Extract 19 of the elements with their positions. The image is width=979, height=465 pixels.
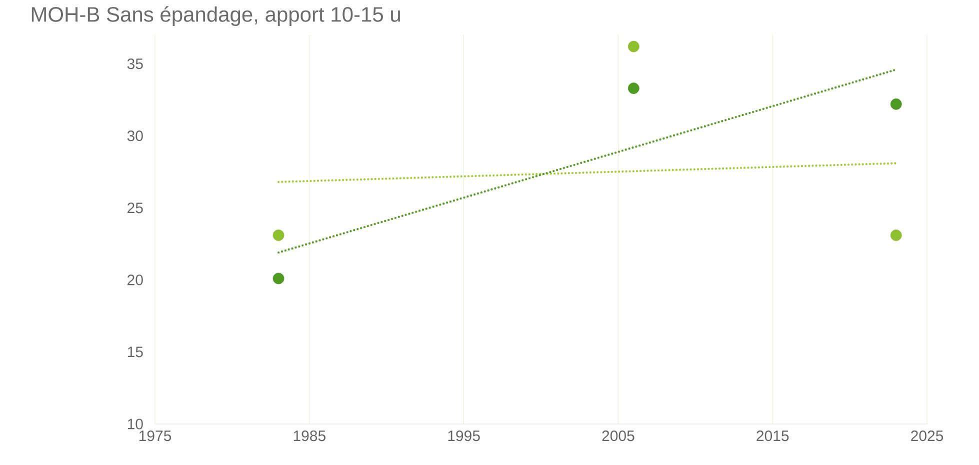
- point: [628, 82, 640, 94]
- x-tick-label: 2015: [756, 430, 789, 442]
- x-tick-label: 1975: [139, 430, 172, 442]
- x-tick-label: 2025: [911, 430, 944, 442]
- y-tick-label: 20: [128, 274, 143, 286]
- y-tick-label: 15: [128, 346, 143, 358]
- y-tick-label: 35: [127, 58, 143, 70]
- x-tick-label: 1995: [448, 430, 480, 442]
- point: [272, 230, 284, 241]
- point: [272, 272, 284, 284]
- point: [628, 40, 640, 52]
- y-tick-label: 30: [127, 130, 143, 142]
- y-tick-label: 25: [128, 202, 143, 214]
- x-tick-label: 1985: [294, 430, 326, 442]
- chart-title: MOH-B Sans épandage, apport 10-15 u: [32, 6, 400, 26]
- x-tick-label: 2005: [602, 430, 634, 442]
- point: [890, 98, 902, 110]
- y-tick-label: 10: [128, 418, 143, 430]
- point: [890, 230, 902, 241]
